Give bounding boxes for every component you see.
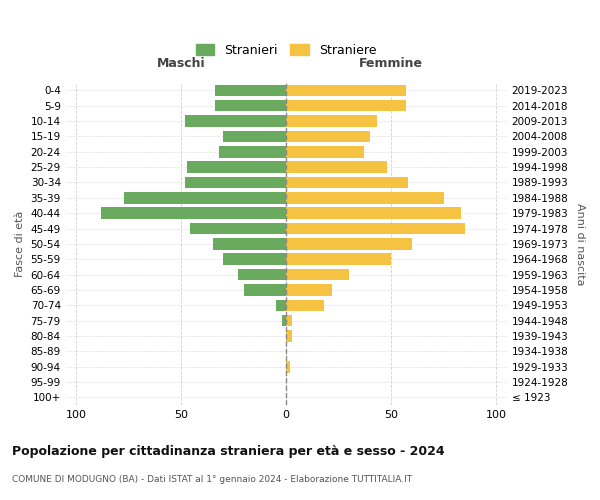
Bar [185,176,286,188]
Bar [286,146,364,158]
Bar [286,300,324,311]
Bar [286,284,332,296]
Y-axis label: Anni di nascita: Anni di nascita [575,202,585,285]
Bar [286,130,370,142]
Bar [101,208,286,219]
Text: Maschi: Maschi [157,57,205,70]
Bar [286,254,391,265]
Bar [286,84,406,96]
Bar [212,238,286,250]
Bar [215,84,286,96]
Bar [282,315,286,326]
Bar [286,192,444,203]
Bar [190,223,286,234]
Bar [223,130,286,142]
Bar [223,254,286,265]
Bar [124,192,286,203]
Bar [286,100,406,112]
Bar [244,284,286,296]
Y-axis label: Fasce di età: Fasce di età [15,210,25,277]
Bar [286,361,290,372]
Bar [286,269,349,280]
Bar [286,116,377,127]
Bar [286,162,387,173]
Bar [286,176,408,188]
Legend: Stranieri, Straniere: Stranieri, Straniere [196,44,377,57]
Bar [238,269,286,280]
Bar [286,330,292,342]
Bar [286,238,412,250]
Text: Popolazione per cittadinanza straniera per età e sesso - 2024: Popolazione per cittadinanza straniera p… [12,445,445,458]
Bar [286,208,461,219]
Bar [187,162,286,173]
Bar [219,146,286,158]
Bar [185,116,286,127]
Bar [286,223,465,234]
Bar [215,100,286,112]
Bar [275,300,286,311]
Text: Femmine: Femmine [359,57,423,70]
Bar [286,315,292,326]
Text: COMUNE DI MODUGNO (BA) - Dati ISTAT al 1° gennaio 2024 - Elaborazione TUTTITALIA: COMUNE DI MODUGNO (BA) - Dati ISTAT al 1… [12,475,412,484]
